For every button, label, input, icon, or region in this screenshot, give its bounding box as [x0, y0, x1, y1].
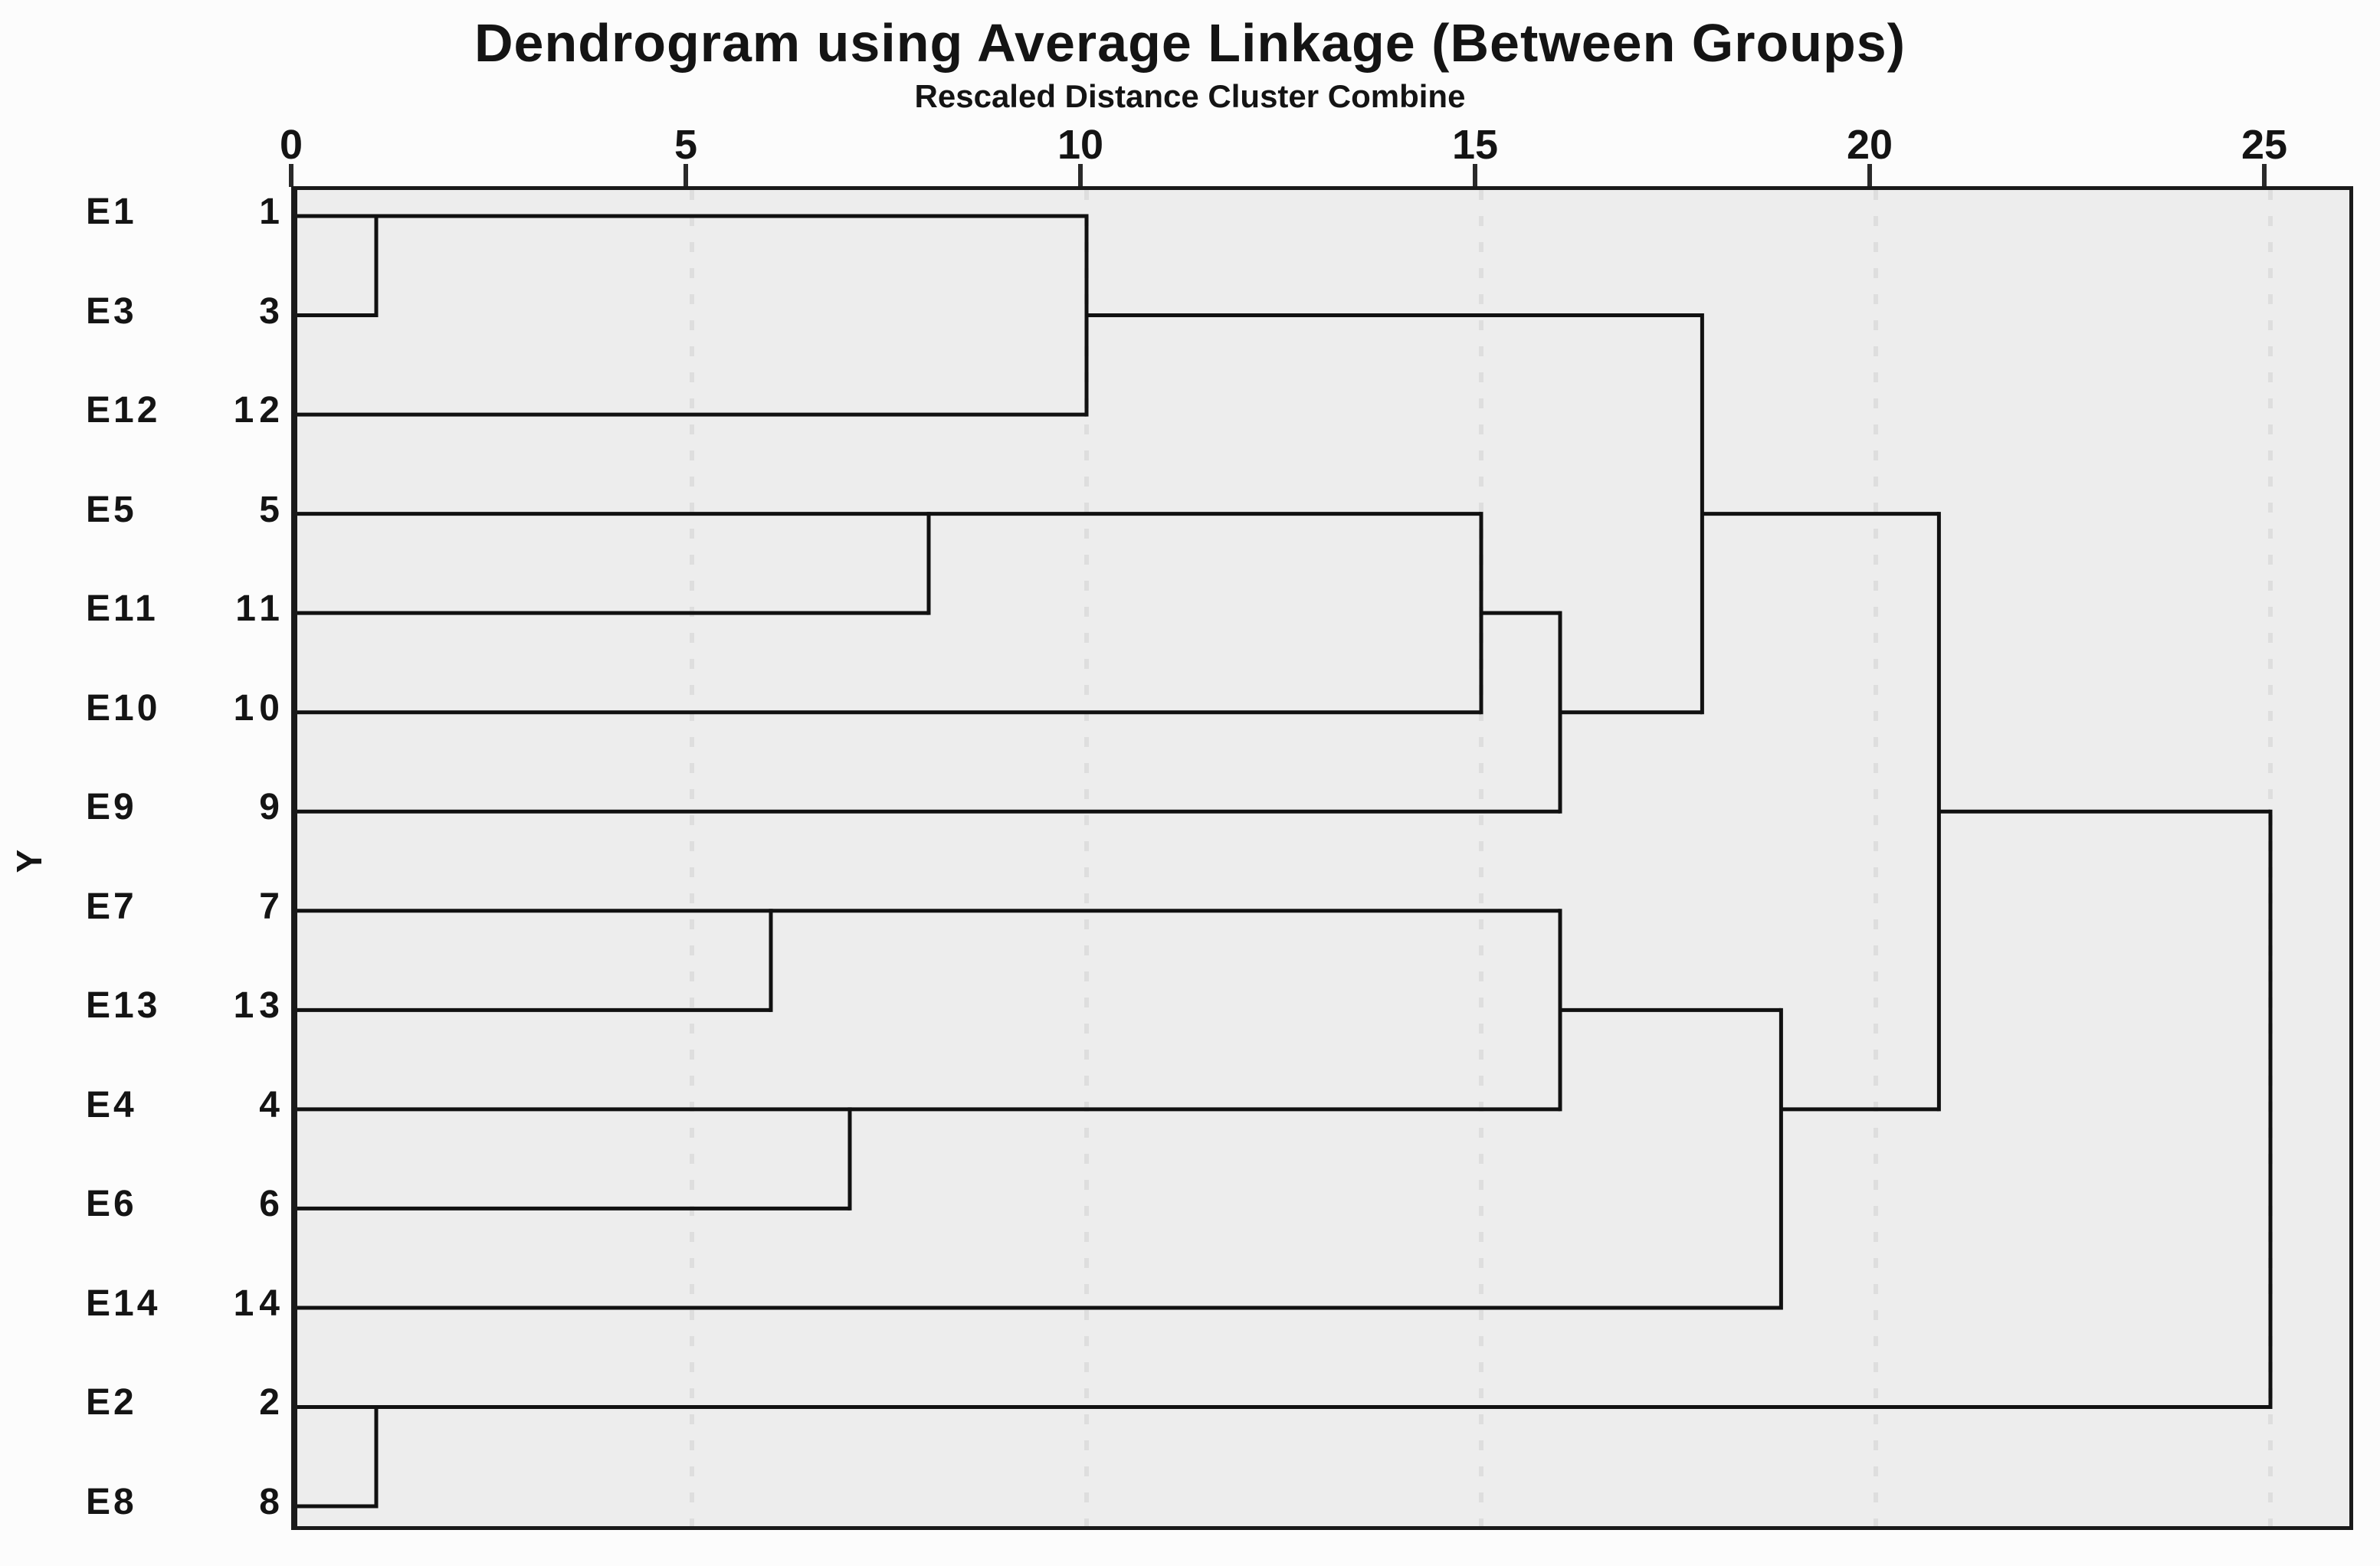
case-number: 6	[259, 1184, 285, 1225]
x-tick-label: 15	[1451, 122, 1499, 168]
x-tick-mark	[1473, 164, 1477, 187]
row-label: E7	[86, 886, 137, 927]
case-number: 5	[259, 489, 285, 530]
x-tick-mark	[289, 164, 293, 187]
x-tick-label: 20	[1846, 122, 1893, 168]
x-tick-mark	[2262, 164, 2267, 187]
x-tick-mark	[684, 164, 688, 187]
row-label: E1	[86, 192, 137, 232]
row-label: E4	[86, 1084, 137, 1125]
dendrogram-lines	[297, 190, 2273, 1526]
row-label: E3	[86, 290, 137, 332]
row-label: E5	[86, 489, 137, 530]
row-label: E11	[86, 588, 159, 630]
case-number: 13	[233, 985, 285, 1027]
x-tick-label: 10	[1057, 122, 1104, 168]
case-number: 2	[259, 1382, 285, 1423]
x-tick-label: 25	[2241, 122, 2288, 168]
x-tick-mark	[1867, 164, 1872, 187]
row-label: E8	[86, 1482, 137, 1523]
row-label: E12	[86, 390, 161, 431]
row-label: E13	[86, 985, 161, 1027]
case-number: 10	[233, 687, 285, 729]
plot-area	[291, 186, 2353, 1530]
x-tick-mark	[1078, 164, 1083, 187]
row-label: E6	[86, 1184, 137, 1225]
chart-subtitle: Rescaled Distance Cluster Combine	[914, 78, 1466, 114]
case-number: 8	[259, 1482, 285, 1523]
case-number: 11	[235, 588, 285, 630]
x-tick-label: 0	[279, 122, 303, 168]
row-label: E9	[86, 787, 137, 828]
case-number: 3	[259, 290, 285, 332]
case-number: 12	[233, 390, 285, 431]
row-label: E14	[86, 1283, 161, 1324]
x-tick-label: 5	[674, 122, 698, 168]
row-label: E2	[86, 1382, 137, 1423]
case-number: 14	[233, 1283, 285, 1324]
y-axis-label: Y	[9, 849, 49, 873]
case-number: 4	[259, 1084, 285, 1125]
case-number: 7	[259, 886, 285, 927]
chart-title: Dendrogram using Average Linkage (Betwee…	[474, 13, 1906, 73]
row-label: E10	[86, 687, 161, 729]
case-number: 9	[259, 787, 285, 828]
case-number: 1	[259, 192, 285, 232]
